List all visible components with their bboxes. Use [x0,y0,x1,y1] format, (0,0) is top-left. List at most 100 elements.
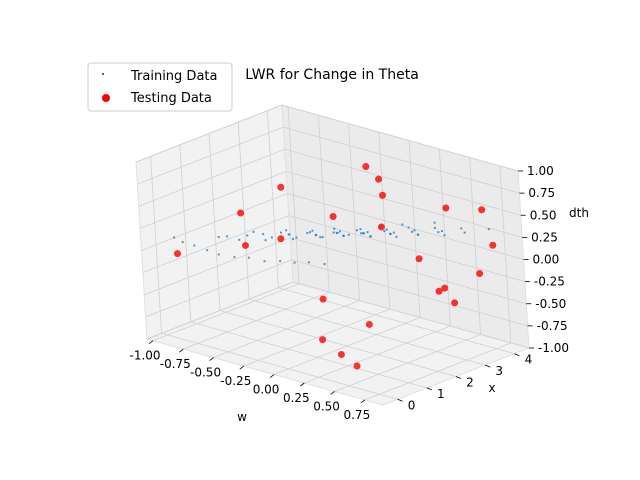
dth-tick-label: 0.25 [531,230,558,244]
testing-data-point [441,284,449,292]
training-data-point [181,241,184,244]
training-data-point [347,233,350,236]
training-data-point [383,230,386,233]
training-data-point [413,229,416,232]
w-axis-label: w [237,410,247,424]
training-data-point [335,231,338,234]
training-data-point [263,260,266,263]
training-data-point [362,232,365,235]
training-data-point [291,238,294,241]
testing-data-point [277,235,285,243]
testing-data-point [174,250,182,258]
dth-gridline-left [137,126,284,185]
training-data-point [270,236,273,239]
training-data-point [285,229,288,232]
dth-axis-label: dth [569,206,589,220]
training-data-point [173,236,176,239]
legend-training-label: Training Data [130,69,217,84]
w-tick-mark [179,348,184,353]
testing-data-point [377,223,385,231]
dth-gridline-left [139,171,287,229]
training-data-point [193,244,196,247]
dth-gridline-back [283,126,520,194]
x-axis-label: x [488,381,495,395]
x-gridline-floor [219,310,457,377]
w-tick-mark [330,391,335,395]
w-tick-label: -1.00 [130,349,161,363]
training-data-point [369,235,372,238]
x-tick-label: 1 [437,387,445,401]
testing-data-series [174,162,497,370]
w-tick-label: 0.75 [343,408,370,422]
w-tick-label: -0.75 [160,357,191,371]
testing-data-point [415,255,423,263]
training-data-point [385,228,388,231]
testing-data-point [337,350,345,358]
testing-data-point [241,241,249,249]
x-tick-label: 2 [466,376,474,390]
dth-gridline-left [141,193,288,251]
training-data-point [262,233,265,236]
legend-testing-marker [102,94,110,102]
x-axis-ticks: 0 1 2 3 4 [397,353,533,412]
x-tick-mark [514,353,520,357]
testing-data-point [442,204,450,212]
training-data-point [307,261,310,264]
dth-tick-label: -0.25 [534,275,565,289]
training-data-point [440,230,443,233]
training-data-point [366,231,369,234]
dth-gridline-left [138,148,285,207]
legend-box [87,62,233,112]
w-tick-mark [209,357,214,361]
dth-gridline-left [146,281,294,340]
x-tick-label: 4 [525,353,533,367]
testing-data-point [478,206,486,214]
dth-gridline-back [288,215,525,283]
testing-data-point [237,209,245,217]
training-data-point [338,230,341,233]
dth-gridline-left [142,215,290,273]
training-data-point [359,228,362,231]
w-tick-mark [360,399,366,404]
training-data-point [437,231,440,234]
dth-gridline-back [292,281,530,349]
training-data-point [433,221,436,224]
w-tick-mark [148,340,154,345]
dth-tick-label: 1.00 [527,164,554,178]
x-gridline-floor [161,332,398,400]
w-axis-ticks: -1.00-0.75-0.50-0.250.000.250.500.75 [130,340,370,422]
dth-gridline-left [145,259,292,318]
training-data-point [279,260,282,263]
dth-tick-label: -0.75 [537,319,568,333]
training-data-point [315,234,318,237]
axis-panes [135,104,531,406]
training-data-point [319,236,322,239]
training-data-point [433,226,436,229]
x-gridline-floor [190,321,427,389]
x-gridline-floor [278,287,515,355]
testing-data-point [362,162,370,170]
dth-gridline-left [144,237,291,296]
training-data-point [407,226,410,229]
w-tick-label: 0.25 [283,391,310,405]
training-data-point [360,232,363,235]
legend-testing-label: Testing Data [130,91,212,106]
dth-tick-label: -1.00 [538,341,569,355]
dth-gridline-back [290,237,527,305]
w-tick-mark [269,374,275,378]
training-data-point [410,230,413,233]
dth-gridline-back [284,148,521,216]
training-data-point [280,231,283,234]
training-data-point [287,233,290,236]
x-tick-mark [426,387,432,391]
testing-data-point [319,295,327,303]
training-data-point [389,233,392,236]
training-data-point [342,234,345,237]
training-data-point [355,229,358,232]
dth-tick-label: 0.75 [528,186,555,200]
testing-data-point [476,270,484,278]
testing-data-point [277,183,285,191]
w-tick-mark [239,365,245,370]
w-tick-label: 0.00 [253,383,280,397]
testing-data-point [353,362,361,370]
